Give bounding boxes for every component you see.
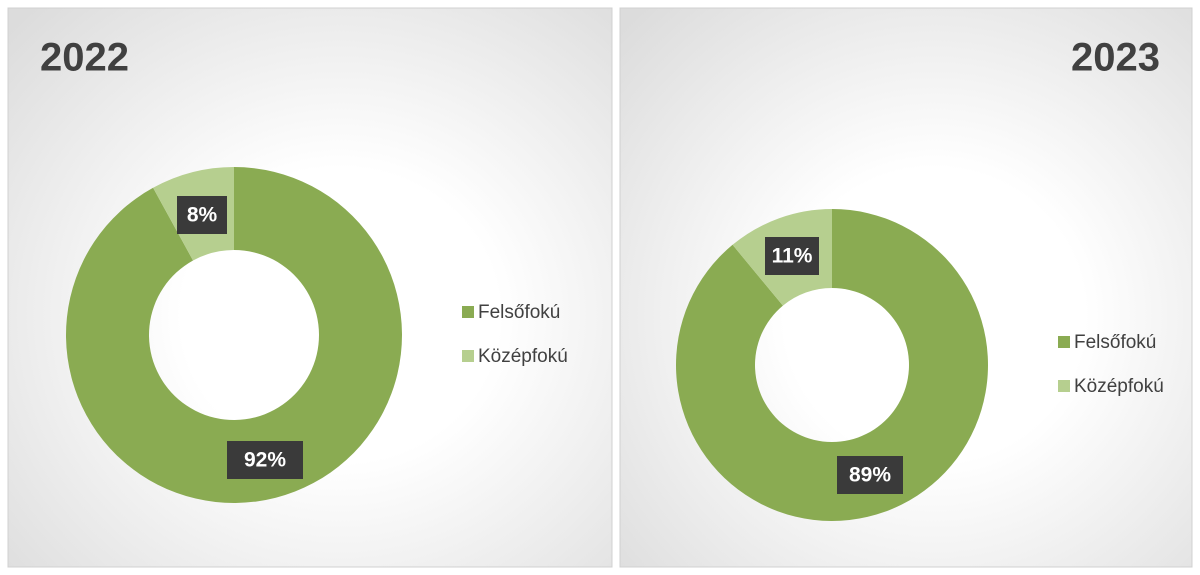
data-label-box xyxy=(765,237,819,275)
data-label-box xyxy=(177,196,227,234)
chart-title: 2022 xyxy=(40,36,129,80)
data-label: 8% xyxy=(187,204,218,227)
data-label: 92% xyxy=(244,449,286,472)
legend-label: Középfokú xyxy=(478,346,568,367)
chart-title: 2023 xyxy=(1071,36,1160,80)
data-label-box xyxy=(227,441,303,479)
donut-slice xyxy=(65,167,403,504)
legend-swatch xyxy=(1058,336,1070,348)
legend-label: Felsőfokú xyxy=(478,302,560,323)
legend-swatch xyxy=(462,306,474,318)
legend-swatch xyxy=(1058,380,1070,392)
data-label: 11% xyxy=(772,245,813,268)
legend-label: Középfokú xyxy=(1074,376,1164,397)
data-label-box xyxy=(837,456,903,494)
legend-label: Felsőfokú xyxy=(1074,332,1156,353)
donut-slice xyxy=(676,209,988,521)
legend-swatch xyxy=(462,350,474,362)
data-label: 89% xyxy=(849,464,891,487)
